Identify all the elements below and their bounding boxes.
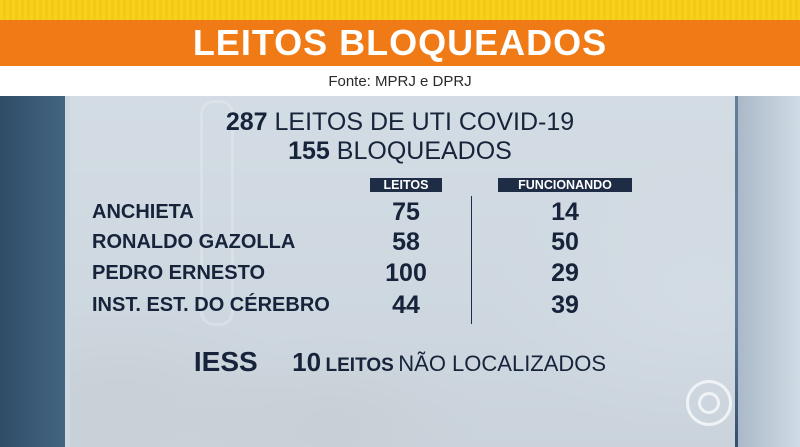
funcionando-value: 39 bbox=[551, 291, 579, 319]
summary-number-2: 155 bbox=[288, 137, 330, 165]
footer-line: IESS 10 LEITOS NÃO LOCALIZADOS bbox=[65, 346, 735, 378]
hospital-name: INST. EST. DO CÉREBRO bbox=[92, 294, 330, 316]
funcionando-value: 50 bbox=[551, 228, 579, 256]
summary-line-2: 155 BLOQUEADOS bbox=[65, 137, 735, 166]
source-text: Fonte: MPRJ e DPRJ bbox=[328, 72, 472, 90]
column-header-leitos: LEITOS bbox=[370, 178, 442, 192]
summary-line-1: 287 LEITOS DE UTI COVID-19 bbox=[65, 108, 735, 137]
table-row: RONALDO GAZOLLA 58 50 bbox=[65, 228, 735, 261]
info-panel: 287 LEITOS DE UTI COVID-19 155 BLOQUEADO… bbox=[65, 96, 735, 447]
table-row: INST. EST. DO CÉREBRO 44 39 bbox=[65, 291, 735, 324]
leitos-value: 58 bbox=[392, 228, 420, 256]
title-banner: LEITOS BLOQUEADOS bbox=[0, 20, 800, 66]
iess-label: IESS bbox=[193, 346, 258, 377]
leitos-value: 44 bbox=[392, 291, 420, 319]
top-strip bbox=[0, 0, 800, 20]
funcionando-value: 14 bbox=[551, 198, 579, 226]
funcionando-value: 29 bbox=[551, 259, 579, 287]
leitos-value: 75 bbox=[392, 198, 420, 226]
hospital-name: ANCHIETA bbox=[92, 201, 194, 223]
footer-number: 10 bbox=[292, 347, 322, 377]
footer-leitos-word: LEITOS bbox=[325, 355, 394, 376]
source-bar: Fonte: MPRJ e DPRJ bbox=[0, 66, 800, 96]
background-right bbox=[738, 96, 800, 447]
summary-text-2: BLOQUEADOS bbox=[336, 137, 512, 165]
table-row: ANCHIETA 75 14 bbox=[65, 198, 735, 231]
hospital-name: PEDRO ERNESTO bbox=[92, 262, 265, 284]
summary-number-1: 287 bbox=[225, 108, 268, 136]
background-left bbox=[0, 96, 70, 447]
column-divider bbox=[471, 196, 472, 324]
column-header-funcionando: FUNCIONANDO bbox=[498, 178, 632, 192]
leitos-value: 100 bbox=[385, 259, 427, 287]
summary-text-1: LEITOS DE UTI COVID-19 bbox=[274, 108, 575, 136]
table-row: PEDRO ERNESTO 100 29 bbox=[65, 259, 735, 292]
globo-icon bbox=[686, 380, 732, 426]
footer-rest-text: NÃO LOCALIZADOS bbox=[398, 351, 607, 376]
page-title: LEITOS BLOQUEADOS bbox=[192, 22, 608, 63]
hospital-name: RONALDO GAZOLLA bbox=[92, 231, 296, 253]
